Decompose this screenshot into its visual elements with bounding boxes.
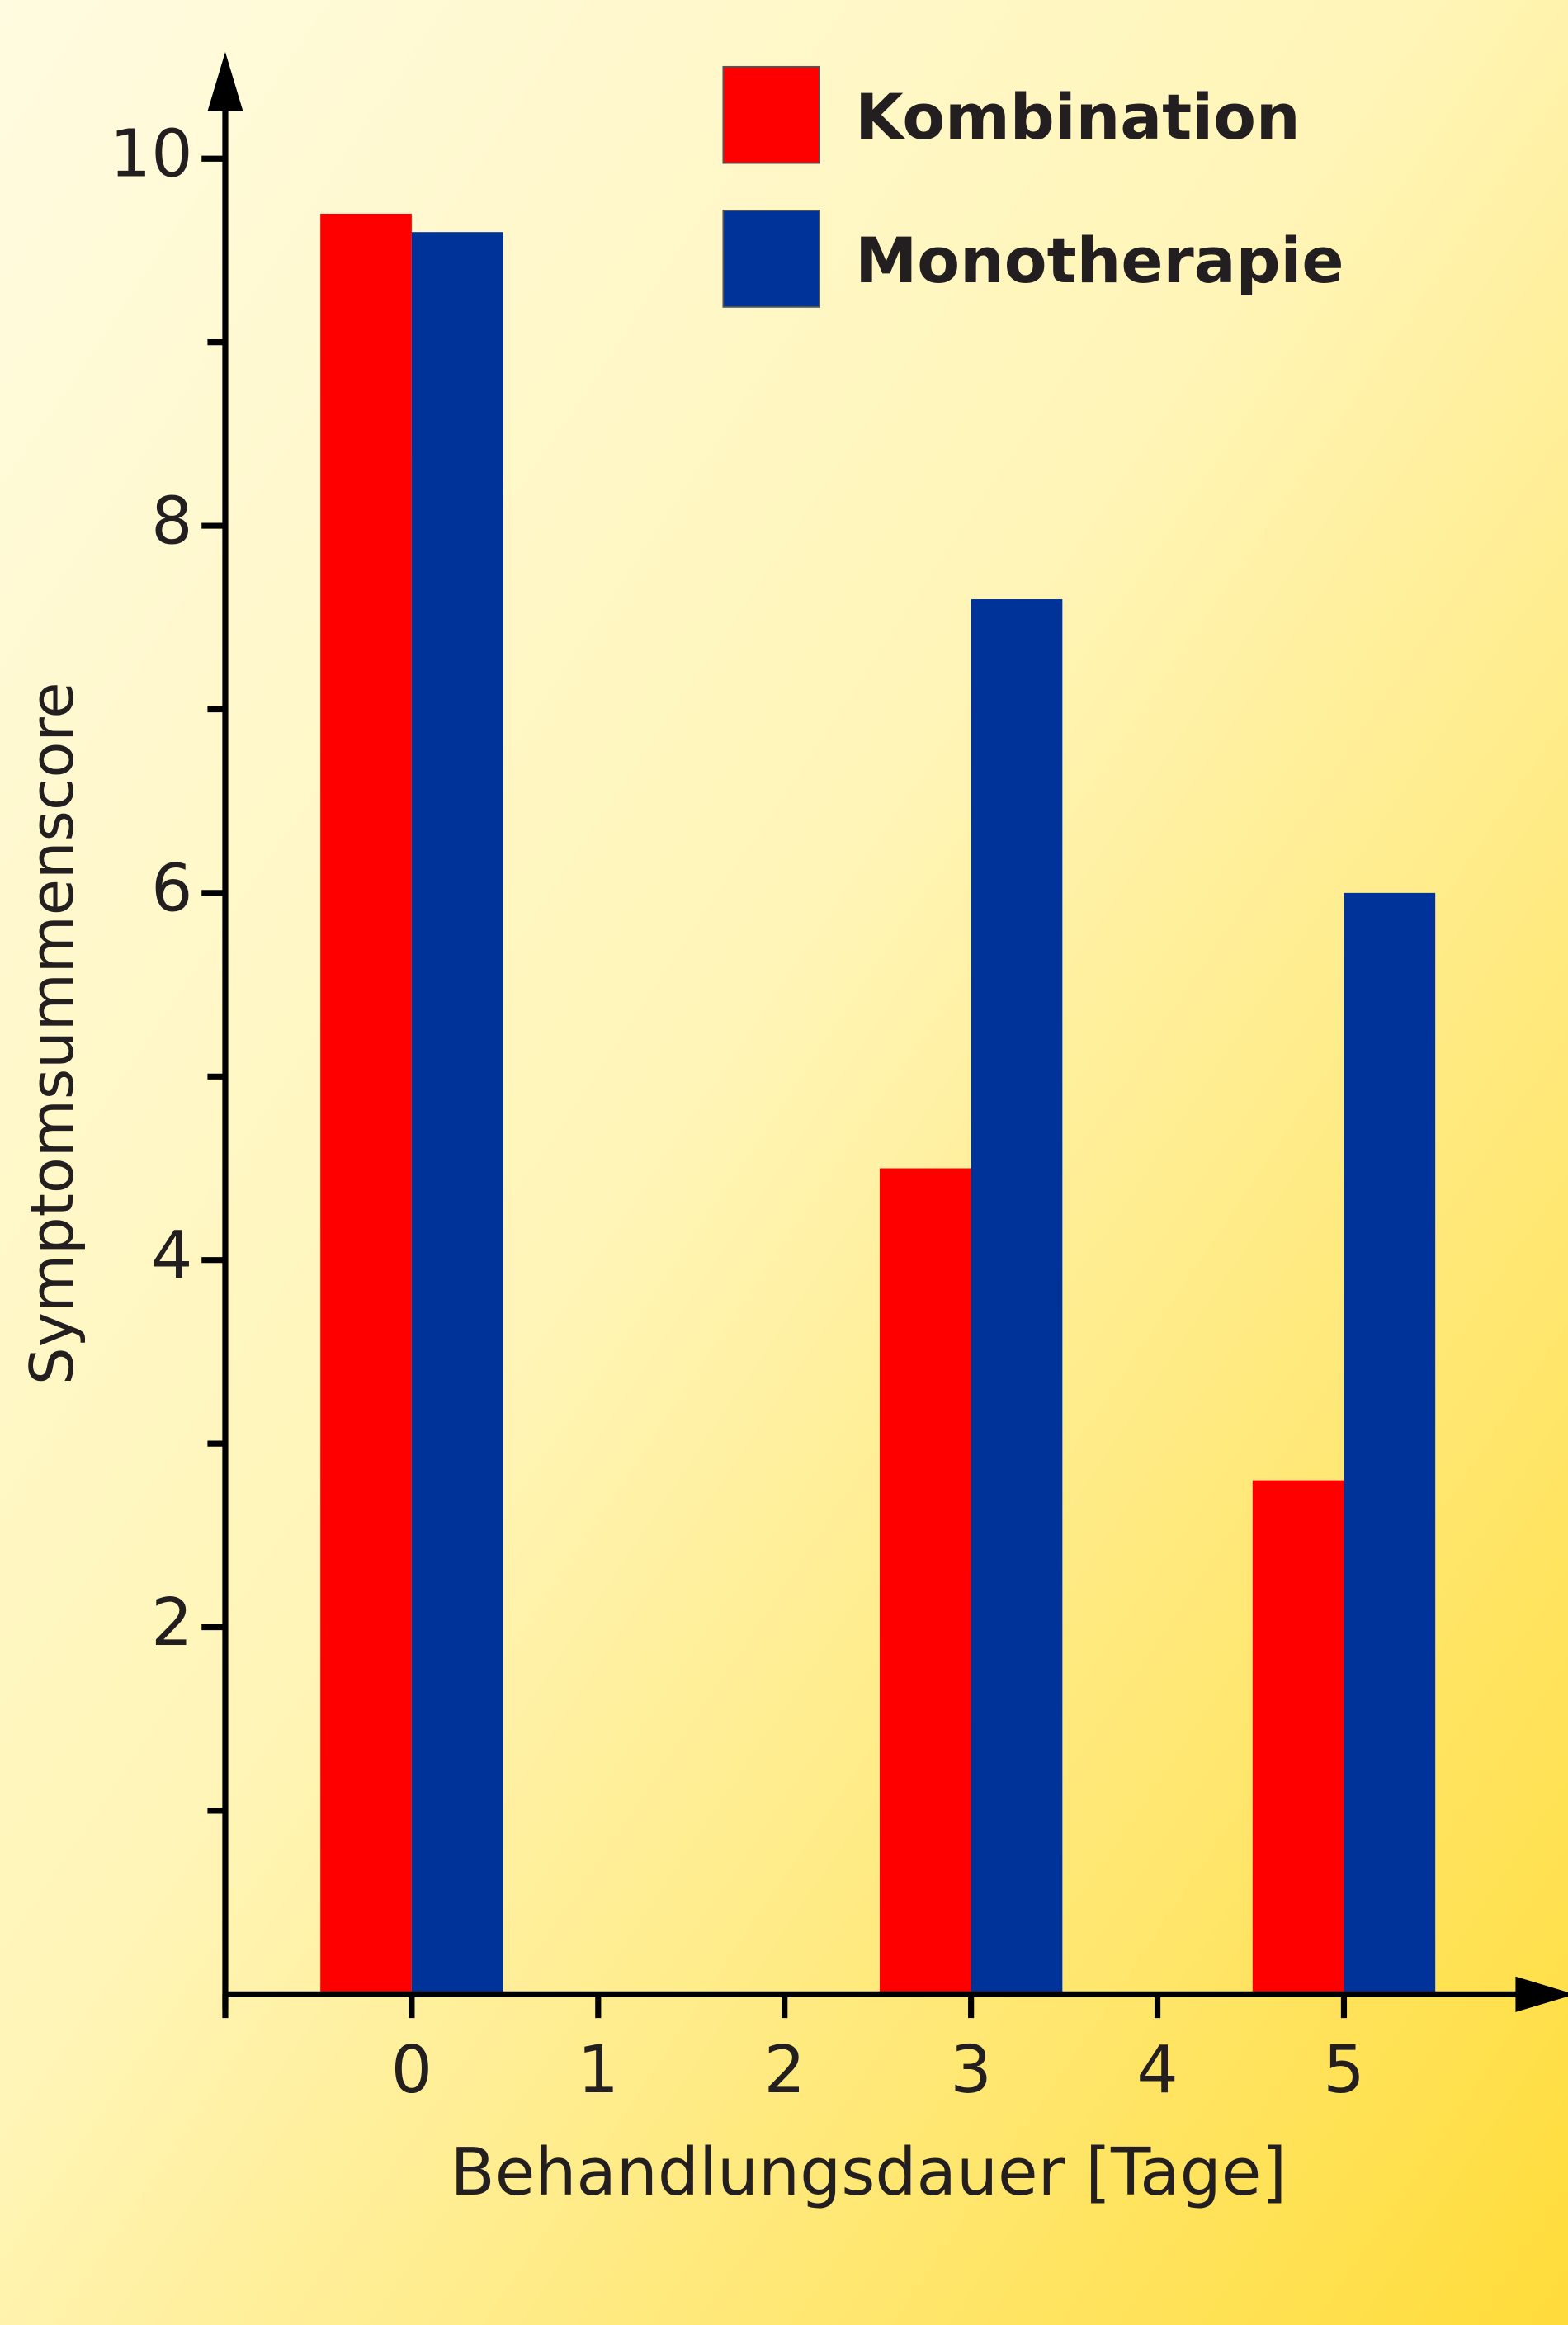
legend-swatch [722, 210, 820, 308]
bar [1344, 892, 1436, 1995]
y-axis-label: Symptomsummenscore [17, 682, 87, 1385]
x-tick-label: 2 [764, 2032, 805, 2108]
y-tick-label: 8 [151, 484, 192, 560]
x-axis-label: Behandlungsdauer [Tage] [451, 2134, 1287, 2210]
bar [320, 213, 412, 1995]
y-tick-label: 10 [110, 116, 193, 192]
x-axis-arrow [1515, 1976, 1568, 2012]
y-tick-label: 6 [151, 850, 192, 926]
y-tick-label: 2 [151, 1585, 192, 1661]
legend-swatch [722, 65, 820, 164]
legend-label: Kombination [855, 81, 1300, 154]
bar [411, 232, 503, 1995]
bar [971, 599, 1063, 1995]
y-axis-arrow [207, 52, 243, 111]
y-tick-label: 4 [151, 1217, 192, 1293]
bar [879, 1168, 971, 1995]
x-tick-label: 1 [578, 2032, 619, 2108]
x-tick-label: 3 [950, 2032, 991, 2108]
x-tick-label: 4 [1136, 2032, 1178, 2108]
bar [1252, 1480, 1344, 1995]
x-tick-label: 0 [391, 2032, 432, 2108]
x-tick-label: 5 [1323, 2032, 1364, 2108]
legend-label: Monotherapie [855, 224, 1344, 297]
